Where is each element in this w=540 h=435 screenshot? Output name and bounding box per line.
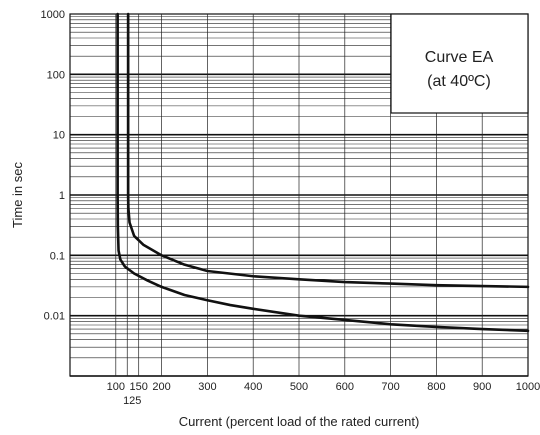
trip-curve-line-2	[126, 12, 530, 289]
annotation-box	[390, 13, 529, 114]
annotation-line-1: Curve EA	[425, 49, 494, 66]
x-tick-label: 600	[336, 381, 354, 393]
trip-curve-line-1	[116, 12, 530, 333]
y-tick-label: 100	[47, 69, 65, 81]
y-tick-label: 0.01	[44, 311, 65, 323]
x-tick-label: 150	[130, 381, 148, 393]
y-tick-labels: 1000 100 10 1 0.1 0.01	[41, 9, 65, 323]
x-tick-labels: 100 125 150 200 300 400 500 600 700 800 900 1000	[107, 381, 540, 407]
y-axis-title: Time in sec	[10, 162, 25, 228]
annotation-line-2: (at 40ºC)	[427, 73, 491, 90]
x-tick-label: 400	[244, 381, 262, 393]
series-curves	[116, 12, 530, 333]
x-tick-label: 1000	[516, 381, 540, 393]
x-tick-label: 700	[381, 381, 399, 393]
x-tick-label: 500	[290, 381, 308, 393]
x-tick-label: 300	[198, 381, 216, 393]
y-tick-label: 0.1	[50, 250, 65, 262]
y-tick-label: 10	[53, 130, 65, 142]
x-tick-label: 800	[427, 381, 445, 393]
curve-annotation-box: Curve EA (at 40ºC)	[390, 13, 529, 114]
x-axis-title: Current (percent load of the rated curre…	[179, 414, 420, 429]
y-tick-label: 1000	[41, 9, 65, 21]
x-tick-label: 125	[123, 395, 141, 407]
x-tick-label: 900	[473, 381, 491, 393]
x-tick-label: 100	[107, 381, 125, 393]
x-tick-label: 200	[152, 381, 170, 393]
y-tick-label: 1	[59, 190, 65, 202]
